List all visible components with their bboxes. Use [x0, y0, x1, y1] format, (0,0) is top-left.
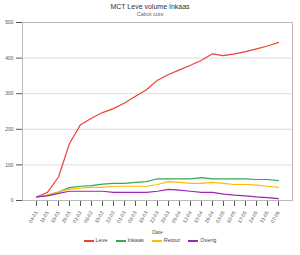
html-text:Overig: Overig [200, 237, 217, 243]
svg-text:200: 200 [5, 126, 14, 132]
svg-text:24-05: 24-05 [247, 210, 259, 224]
html-text:Leve: Leve [95, 237, 108, 243]
svg-text:10-05: 10-05 [225, 210, 237, 224]
svg-text:0: 0 [11, 197, 14, 203]
svg-text:31-05: 31-05 [258, 210, 270, 224]
svg-text:12-04: 12-04 [181, 210, 193, 224]
html-text:Cabot cuts: Cabot cuts [136, 11, 164, 17]
svg-text:Date: Date [152, 229, 163, 235]
svg-text:400: 400 [5, 55, 14, 61]
svg-text:05-04: 05-04 [170, 210, 182, 224]
html-text:Inkaas: Inkaas [127, 237, 144, 243]
svg-text:17-05: 17-05 [236, 210, 248, 224]
svg-text:15-03: 15-03 [137, 210, 149, 224]
svg-text:01-03: 01-03 [115, 210, 127, 224]
svg-text:22-03: 22-03 [148, 210, 160, 224]
svg-text:08-03: 08-03 [126, 210, 138, 224]
svg-text:15-02: 15-02 [93, 210, 105, 224]
svg-text:25-01: 25-01 [60, 210, 72, 224]
svg-text:300: 300 [5, 90, 14, 96]
svg-text:18-01: 18-01 [49, 210, 61, 224]
svg-text:11-01: 11-01 [38, 210, 50, 224]
svg-text:04-01: 04-01 [27, 210, 39, 224]
svg-text:01-02: 01-02 [71, 210, 83, 224]
html-text:Retour: Retour [163, 237, 181, 243]
svg-text:08-02: 08-02 [82, 210, 94, 224]
svg-text:29-03: 29-03 [159, 210, 171, 224]
svg-text:03-05: 03-05 [214, 210, 226, 224]
svg-text:19-04: 19-04 [192, 210, 204, 224]
html-text:MCT Leve volume Inkaas: MCT Leve volume Inkaas [110, 3, 190, 10]
svg-text:100: 100 [5, 162, 14, 168]
svg-text:07-06: 07-06 [269, 210, 281, 224]
svg-text:26-04: 26-04 [203, 210, 215, 224]
svg-text:500: 500 [5, 19, 14, 25]
svg-text:22-02: 22-02 [104, 210, 116, 224]
